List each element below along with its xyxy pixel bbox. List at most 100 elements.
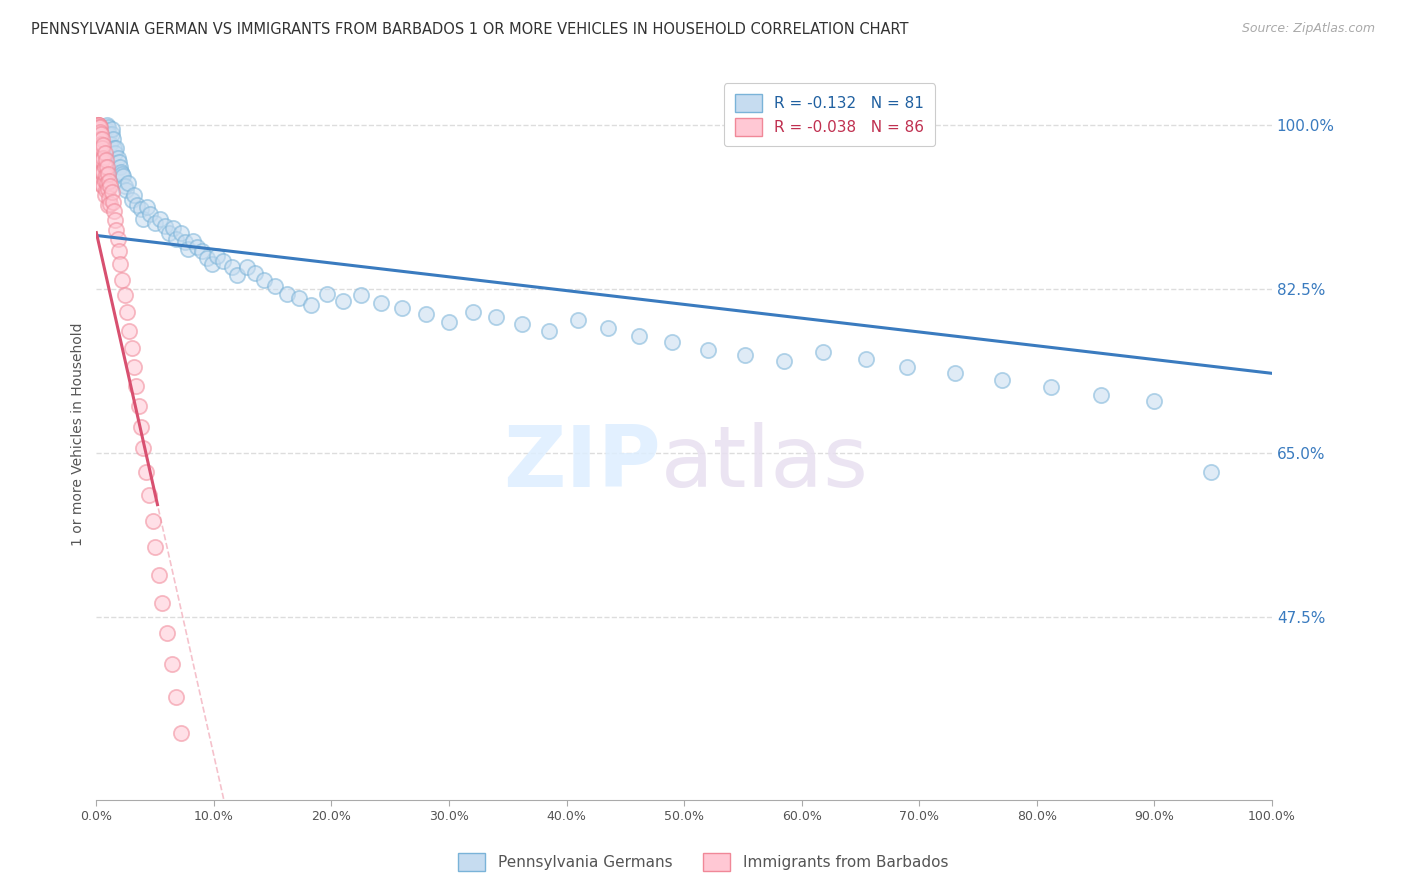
Point	[86, 136, 108, 151]
Point	[86, 141, 108, 155]
Point	[243, 266, 266, 280]
Point	[91, 164, 114, 178]
Point	[181, 234, 204, 248]
Point	[153, 219, 176, 233]
Point	[129, 419, 152, 434]
Point	[89, 145, 111, 160]
Point	[100, 196, 122, 211]
Point	[93, 164, 115, 178]
Point	[86, 122, 108, 136]
Point	[110, 164, 132, 178]
Text: ZIP: ZIP	[503, 422, 661, 505]
Point	[122, 188, 145, 202]
Point	[86, 127, 108, 141]
Point	[264, 279, 287, 293]
Point	[195, 251, 218, 265]
Point	[87, 169, 110, 184]
Point	[107, 244, 129, 259]
Point	[315, 286, 337, 301]
Point	[253, 272, 276, 286]
Point	[370, 296, 392, 310]
Point	[287, 291, 309, 305]
Point	[132, 442, 155, 456]
Point	[86, 118, 108, 132]
Point	[121, 341, 143, 355]
Point	[567, 313, 589, 327]
Point	[87, 151, 110, 165]
Point	[101, 132, 124, 146]
Text: atlas: atlas	[661, 422, 869, 505]
Point	[855, 352, 877, 367]
Point	[170, 226, 193, 240]
Point	[94, 169, 117, 183]
Point	[89, 125, 111, 139]
Point	[118, 324, 141, 338]
Point	[221, 260, 243, 275]
Point	[94, 153, 117, 168]
Text: Source: ZipAtlas.com: Source: ZipAtlas.com	[1241, 22, 1375, 36]
Point	[93, 138, 115, 153]
Point	[90, 164, 112, 178]
Point	[98, 174, 121, 188]
Point	[226, 268, 249, 282]
Point	[129, 202, 152, 217]
Point	[86, 118, 108, 132]
Point	[142, 514, 165, 528]
Point	[87, 160, 110, 174]
Point	[773, 354, 796, 368]
Point	[734, 348, 756, 362]
Point	[485, 310, 508, 324]
Point	[461, 305, 484, 319]
Point	[990, 373, 1012, 387]
Point	[143, 540, 166, 554]
Point	[89, 120, 111, 134]
Point	[186, 240, 208, 254]
Point	[157, 226, 180, 240]
Point	[87, 118, 110, 132]
Point	[696, 343, 718, 357]
Point	[93, 151, 115, 165]
Point	[112, 169, 135, 184]
Point	[107, 232, 129, 246]
Point	[96, 160, 118, 174]
Point	[107, 151, 129, 165]
Point	[191, 244, 214, 259]
Text: PENNSYLVANIA GERMAN VS IMMIGRANTS FROM BARBADOS 1 OR MORE VEHICLES IN HOUSEHOLD : PENNSYLVANIA GERMAN VS IMMIGRANTS FROM B…	[31, 22, 908, 37]
Point	[114, 178, 136, 193]
Point	[1143, 394, 1166, 409]
Point	[114, 288, 136, 302]
Point	[537, 324, 560, 338]
Point	[104, 213, 127, 227]
Point	[87, 127, 110, 141]
Point	[104, 145, 127, 160]
Point	[943, 367, 966, 381]
Point	[212, 253, 235, 268]
Point	[165, 690, 187, 704]
Point	[101, 194, 124, 209]
Point	[207, 249, 229, 263]
Point	[97, 181, 120, 195]
Point	[165, 232, 187, 246]
Point	[86, 132, 108, 146]
Point	[87, 120, 110, 134]
Point	[301, 298, 323, 312]
Point	[200, 257, 222, 271]
Point	[93, 122, 115, 136]
Point	[87, 132, 110, 146]
Point	[100, 122, 122, 136]
Point	[173, 235, 195, 249]
Point	[97, 120, 120, 134]
Point	[415, 307, 437, 321]
Point	[107, 155, 129, 169]
Point	[121, 193, 143, 207]
Point	[111, 272, 134, 286]
Point	[105, 223, 128, 237]
Point	[143, 216, 166, 230]
Point	[138, 488, 160, 502]
Point	[1039, 380, 1062, 394]
Point	[135, 465, 157, 479]
Point	[94, 122, 117, 136]
Point	[89, 138, 111, 153]
Point	[148, 568, 170, 582]
Point	[661, 335, 683, 350]
